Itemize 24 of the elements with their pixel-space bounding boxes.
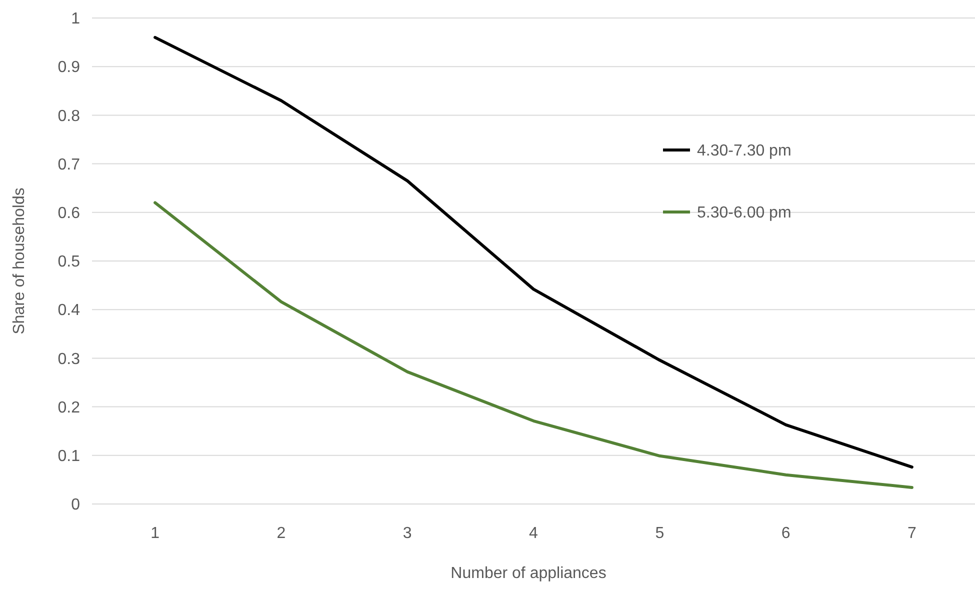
x-tick-label: 5	[655, 525, 664, 542]
y-tick-label: 0.6	[58, 205, 80, 222]
line-series	[154, 201, 914, 489]
y-tick-label: 0.5	[58, 254, 80, 271]
x-tick-label: 1	[150, 525, 160, 542]
x-axis-title: Number of appliances	[450, 565, 606, 582]
x-tick-label: 6	[781, 525, 790, 542]
y-tick-label: 0.2	[58, 399, 80, 416]
y-tick-label: 0.1	[58, 448, 80, 465]
legend-label: 5.30-6.00 pm	[697, 204, 792, 222]
y-tick-label: 0.8	[58, 108, 80, 125]
y-tick-label: 0.7	[58, 156, 80, 174]
legend-label: 4.30-7.30 pm	[697, 142, 792, 160]
y-tick-label: 1	[71, 10, 80, 28]
y-tick-label: 0.3	[58, 350, 80, 368]
y-axis-title: Share of households	[11, 188, 28, 334]
x-tick-label: 3	[402, 525, 412, 542]
x-tick-label: 7	[907, 525, 916, 542]
y-tick-label: 0.9	[58, 59, 80, 76]
x-tick-label: 4	[529, 525, 538, 542]
y-tick-label: 0.4	[58, 302, 80, 320]
x-tick-label: 2	[276, 525, 286, 542]
line-series	[154, 36, 914, 469]
y-tick-label: 0	[71, 496, 80, 514]
